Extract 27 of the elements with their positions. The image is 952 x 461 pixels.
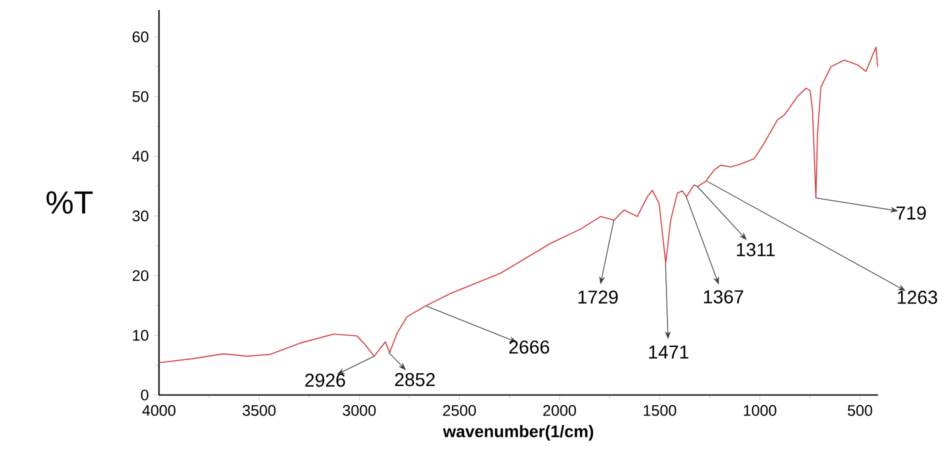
x-axis-title: wavenumber(1/cm) (442, 425, 594, 441)
annotation: 1729 (578, 290, 618, 304)
x-tick-label: 3500 (242, 405, 276, 416)
line-series (158, 46, 878, 364)
annotation: 2926 (305, 374, 346, 387)
annotation: 2852 (395, 372, 435, 386)
x-tick-label: 2500 (443, 405, 476, 416)
annotation: 1471 (649, 346, 688, 359)
x-tick-label: 2000 (543, 405, 576, 416)
y-tick-label: 20 (132, 270, 148, 282)
y-tick-label: 30 (132, 210, 148, 222)
annotation: 719 (896, 206, 926, 220)
y-axis-title: %T (46, 191, 93, 214)
x-tick-label: 3000 (342, 405, 376, 416)
annotation: 1311 (736, 243, 775, 256)
x-tick-label: 500 (848, 405, 872, 416)
y-tick-label: 0 (141, 390, 148, 400)
x-tick-label: 1500 (644, 405, 676, 416)
x-tick-label: 1000 (744, 405, 776, 416)
y-tick-label: 40 (132, 150, 148, 162)
annotation: 2666 (509, 340, 550, 354)
y-tick-label: 50 (132, 91, 148, 102)
annotation: 1367 (704, 290, 744, 304)
annotation: 1263 (898, 290, 938, 304)
y-tick-label: 10 (133, 330, 148, 341)
y-tick-label: 60 (132, 31, 148, 42)
x-tick-label: 4000 (142, 405, 176, 416)
